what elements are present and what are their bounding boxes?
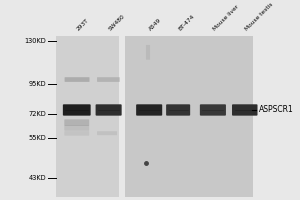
FancyBboxPatch shape bbox=[146, 45, 150, 60]
FancyBboxPatch shape bbox=[200, 104, 226, 116]
FancyBboxPatch shape bbox=[64, 77, 89, 82]
FancyBboxPatch shape bbox=[64, 119, 89, 126]
Text: ASPSCR1: ASPSCR1 bbox=[259, 105, 294, 114]
Text: 72KD: 72KD bbox=[28, 111, 46, 117]
Text: 293T: 293T bbox=[76, 18, 90, 32]
Text: 95KD: 95KD bbox=[29, 81, 46, 87]
FancyBboxPatch shape bbox=[232, 104, 257, 116]
FancyBboxPatch shape bbox=[96, 104, 122, 116]
FancyBboxPatch shape bbox=[136, 104, 162, 116]
FancyBboxPatch shape bbox=[64, 125, 89, 131]
FancyBboxPatch shape bbox=[63, 104, 91, 116]
FancyBboxPatch shape bbox=[97, 77, 120, 82]
Text: BT-474: BT-474 bbox=[178, 14, 195, 32]
Bar bbox=[124, 36, 254, 197]
FancyBboxPatch shape bbox=[64, 131, 89, 136]
Text: A549: A549 bbox=[148, 17, 163, 32]
Text: 55KD: 55KD bbox=[28, 135, 46, 141]
Bar bbox=[56, 36, 119, 197]
Text: SW480: SW480 bbox=[108, 13, 126, 32]
FancyBboxPatch shape bbox=[97, 131, 117, 135]
Text: 43KD: 43KD bbox=[29, 175, 46, 181]
Text: 130KD: 130KD bbox=[25, 38, 46, 44]
FancyBboxPatch shape bbox=[166, 104, 190, 116]
Text: Mouse testis: Mouse testis bbox=[244, 2, 274, 32]
Text: Mouse liver: Mouse liver bbox=[212, 4, 240, 32]
